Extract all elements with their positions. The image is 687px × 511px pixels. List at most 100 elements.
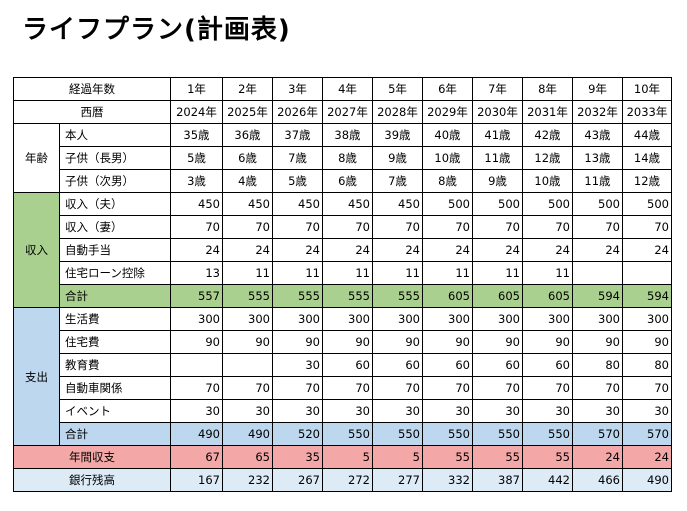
row-label: 本人 — [59, 123, 171, 147]
year-cell: 2025年 — [222, 100, 273, 124]
annual-cell: 55 — [522, 445, 573, 469]
age-row: 子供（次男） 3歳 4歳 5歳 6歳 7歳 8歳 9歳 10歳 11歳 12歳 — [14, 169, 672, 193]
age-cell: 39歳 — [372, 123, 423, 147]
value-cell: 30 — [170, 399, 223, 423]
value-cell: 70 — [472, 215, 523, 239]
age-cell: 11歳 — [472, 146, 523, 170]
total-cell: 550 — [372, 422, 423, 446]
value-cell: 24 — [222, 238, 273, 262]
value-cell: 300 — [222, 307, 273, 331]
value-cell: 300 — [472, 307, 523, 331]
value-cell: 300 — [572, 307, 623, 331]
value-cell: 300 — [170, 307, 223, 331]
age-cell: 4歳 — [222, 169, 273, 193]
year-cell: 2030年 — [472, 100, 523, 124]
expense-row: 住宅費 90 90 90 90 90 90 90 90 90 90 — [14, 330, 672, 354]
age-cell: 6歳 — [322, 169, 373, 193]
total-cell: 555 — [372, 284, 423, 308]
value-cell: 70 — [622, 215, 672, 239]
value-cell: 500 — [472, 192, 523, 216]
value-cell: 30 — [322, 399, 373, 423]
bank-balance-row: 銀行残高 167 232 267 272 277 332 387 442 466 490 — [13, 468, 672, 492]
row-label: 住宅ローン控除 — [59, 261, 171, 285]
value-cell: 24 — [522, 238, 573, 262]
value-cell: 70 — [472, 376, 523, 400]
age-cell: 36歳 — [222, 123, 273, 147]
value-cell: 60 — [472, 353, 523, 377]
age-cell: 12歳 — [622, 169, 672, 193]
row-label: 自動手当 — [59, 238, 171, 262]
bank-cell: 167 — [170, 468, 223, 492]
age-cell: 37歳 — [272, 123, 323, 147]
value-cell — [622, 261, 672, 285]
value-cell: 300 — [522, 307, 573, 331]
age-cell: 35歳 — [170, 123, 223, 147]
total-cell: 555 — [272, 284, 323, 308]
value-cell: 300 — [322, 307, 373, 331]
total-cell: 594 — [572, 284, 623, 308]
income-total-row: 合計 557 555 555 555 555 605 605 605 594 594 — [14, 284, 672, 308]
value-cell: 30 — [472, 399, 523, 423]
row-label: 子供（長男） — [59, 146, 171, 170]
value-cell: 90 — [170, 330, 223, 354]
annual-cell: 5 — [322, 445, 373, 469]
value-cell: 70 — [322, 376, 373, 400]
bank-cell: 490 — [622, 468, 672, 492]
income-row: 自動手当 24 24 24 24 24 24 24 24 24 24 — [14, 238, 672, 262]
value-cell: 13 — [170, 261, 223, 285]
income-row: 収入 収入（夫） 450 450 450 450 450 500 500 500 500 500 — [13, 192, 672, 308]
total-cell: 550 — [422, 422, 473, 446]
value-cell: 11 — [272, 261, 323, 285]
annual-balance-label: 年間収支 — [13, 445, 171, 469]
total-cell: 555 — [222, 284, 273, 308]
age-cell: 41歳 — [472, 123, 523, 147]
value-cell: 11 — [522, 261, 573, 285]
elapsed-cell: 10年 — [622, 77, 672, 101]
page-title: ライフプラン(計画表) — [22, 15, 291, 45]
total-cell: 594 — [622, 284, 672, 308]
value-cell: 24 — [272, 238, 323, 262]
value-cell: 90 — [522, 330, 573, 354]
value-cell: 450 — [272, 192, 323, 216]
bank-cell: 277 — [372, 468, 423, 492]
value-cell: 90 — [322, 330, 373, 354]
annual-cell: 65 — [222, 445, 273, 469]
total-cell: 550 — [322, 422, 373, 446]
age-cell: 43歳 — [572, 123, 623, 147]
year-cell: 2026年 — [272, 100, 323, 124]
age-cell: 7歳 — [272, 146, 323, 170]
total-cell: 550 — [472, 422, 523, 446]
bank-cell: 232 — [222, 468, 273, 492]
value-cell: 70 — [322, 215, 373, 239]
total-cell: 605 — [472, 284, 523, 308]
total-cell: 550 — [522, 422, 573, 446]
value-cell: 500 — [572, 192, 623, 216]
value-cell: 30 — [272, 399, 323, 423]
total-cell: 555 — [322, 284, 373, 308]
value-cell: 80 — [572, 353, 623, 377]
expense-section-label: 支出 — [13, 307, 60, 446]
value-cell: 450 — [322, 192, 373, 216]
value-cell: 11 — [422, 261, 473, 285]
value-cell: 11 — [372, 261, 423, 285]
row-label: 子供（次男） — [59, 169, 171, 193]
age-cell: 6歳 — [222, 146, 273, 170]
row-label: 収入（妻） — [59, 215, 171, 239]
value-cell: 70 — [222, 376, 273, 400]
value-cell: 500 — [622, 192, 672, 216]
age-section-label: 年齢 — [13, 123, 60, 193]
age-cell: 13歳 — [572, 146, 623, 170]
annual-cell: 67 — [170, 445, 223, 469]
value-cell: 70 — [372, 376, 423, 400]
income-row: 収入（妻） 70 70 70 70 70 70 70 70 70 70 — [14, 215, 672, 239]
total-cell: 557 — [170, 284, 223, 308]
bank-cell: 466 — [572, 468, 623, 492]
total-cell: 605 — [422, 284, 473, 308]
value-cell: 24 — [622, 238, 672, 262]
expense-row: 自動車関係 70 70 70 70 70 70 70 70 70 70 — [14, 376, 672, 400]
total-label: 合計 — [59, 422, 171, 446]
value-cell — [170, 353, 223, 377]
elapsed-cell: 8年 — [522, 77, 573, 101]
age-cell: 9歳 — [372, 146, 423, 170]
elapsed-cell: 5年 — [372, 77, 423, 101]
